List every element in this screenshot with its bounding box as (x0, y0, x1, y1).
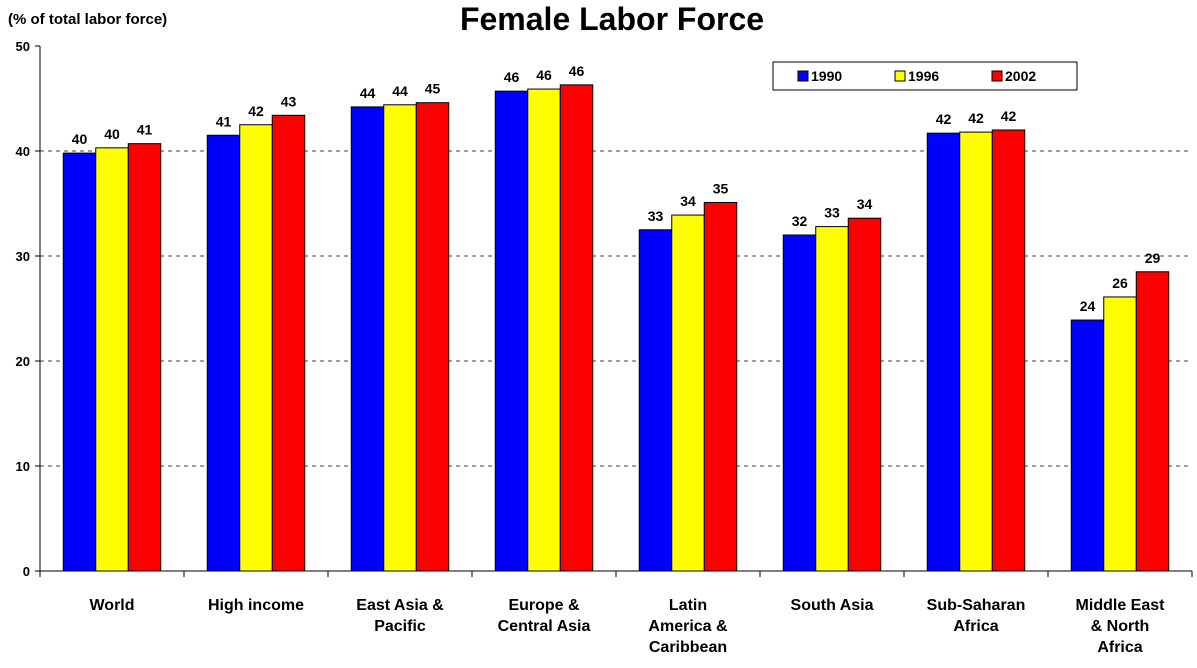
data-label: 24 (1080, 298, 1096, 314)
data-label: 34 (680, 193, 696, 209)
bar (991, 129, 1026, 572)
bar (527, 88, 561, 572)
bar (206, 134, 241, 572)
data-label: 42 (1001, 108, 1017, 124)
data-label: 29 (1145, 250, 1161, 266)
bar (782, 234, 817, 572)
data-label: 42 (936, 111, 952, 127)
bar (671, 214, 705, 572)
data-label: 33 (824, 205, 840, 221)
legend-swatch (894, 70, 906, 82)
bar (1103, 296, 1137, 572)
y-tick-label: 10 (16, 459, 30, 474)
x-tick-label: Latin America & Caribbean (648, 597, 728, 656)
x-tick-label: South Asia (791, 597, 874, 614)
data-label: 45 (425, 81, 441, 97)
x-tick-label: World (89, 597, 134, 614)
y-tick-label: 40 (16, 144, 30, 159)
legend-label: 1996 (908, 68, 939, 84)
data-label: 41 (216, 113, 232, 129)
bar (703, 201, 738, 572)
data-label: 33 (648, 208, 664, 224)
data-label: 40 (72, 131, 88, 147)
legend-label: 1990 (811, 68, 842, 84)
bar (494, 90, 529, 572)
bar (350, 106, 385, 572)
y-tick-label: 30 (16, 249, 30, 264)
chart-title: Female Labor Force (460, 1, 764, 37)
x-tick-label: Europe & Central Asia (498, 597, 591, 635)
bar (271, 114, 306, 572)
y-tick-label: 20 (16, 354, 30, 369)
bar (847, 217, 882, 572)
x-tick-label: Sub-Saharan Africa (927, 597, 1026, 635)
data-label: 26 (1112, 275, 1128, 291)
bar (239, 124, 273, 572)
data-label: 46 (504, 69, 520, 85)
data-label: 41 (137, 122, 153, 138)
bar (638, 229, 673, 572)
data-label: 35 (713, 180, 729, 196)
legend-label: 2002 (1005, 68, 1036, 84)
bar (95, 147, 129, 572)
data-label: 43 (281, 93, 297, 109)
data-label: 32 (792, 213, 808, 229)
bar (815, 226, 849, 572)
data-label: 46 (569, 63, 585, 79)
bar (926, 132, 961, 572)
data-label: 44 (392, 83, 408, 99)
bar (959, 131, 993, 572)
bar (415, 102, 450, 572)
legend-swatch (797, 70, 809, 82)
y-axis-label: (% of total labor force) (8, 11, 167, 28)
y-tick-label: 0 (23, 564, 30, 579)
bar (1135, 271, 1170, 572)
legend-swatch (991, 70, 1003, 82)
x-tick-label: High income (208, 597, 304, 614)
data-label: 34 (857, 196, 873, 212)
bar (559, 84, 594, 572)
legend-box (772, 61, 1078, 91)
x-tick-label: East Asia & Pacific (356, 597, 444, 635)
data-label: 44 (360, 85, 376, 101)
bar (127, 143, 162, 572)
bar (62, 152, 97, 572)
data-label: 42 (248, 103, 264, 119)
data-label: 46 (536, 67, 552, 83)
y-tick-label: 50 (16, 39, 30, 54)
x-tick-label: Middle East & North Africa (1076, 597, 1166, 656)
bar (1070, 319, 1105, 572)
bar (383, 104, 417, 572)
data-label: 42 (968, 110, 984, 126)
data-label: 40 (104, 126, 120, 142)
